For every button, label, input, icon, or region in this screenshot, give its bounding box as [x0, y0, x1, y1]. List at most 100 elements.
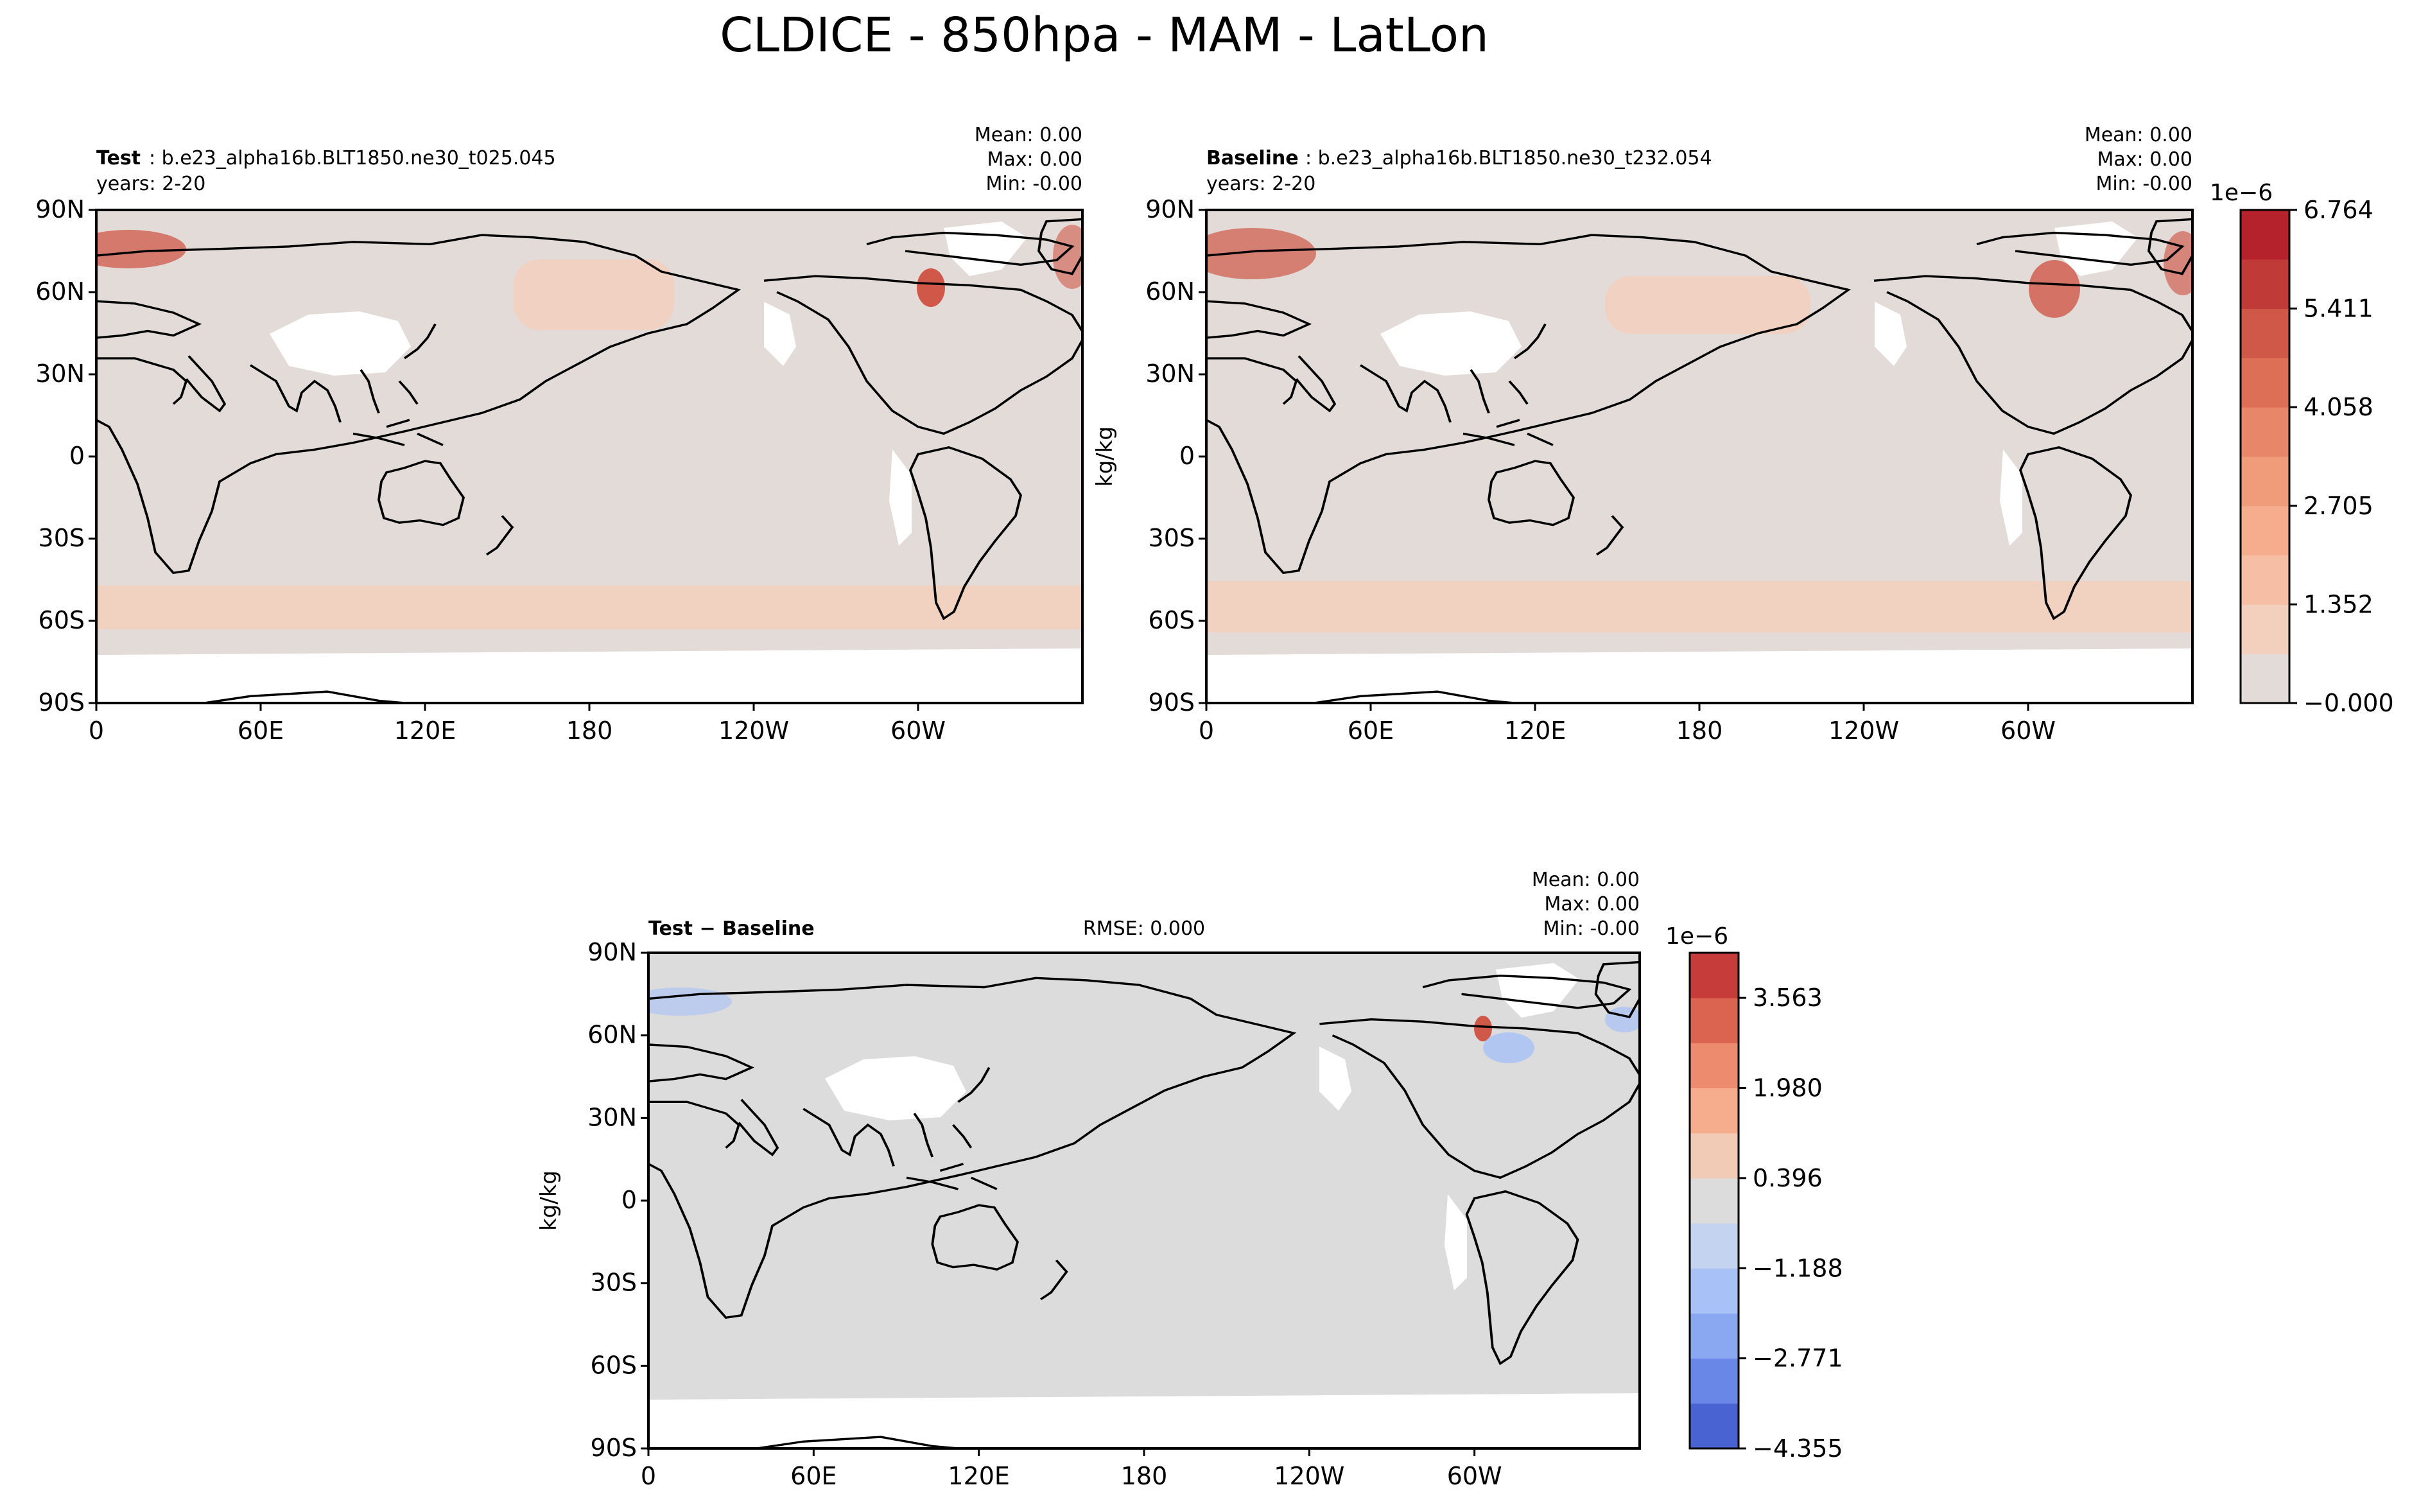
base-xtick-label: 60E — [1348, 717, 1394, 745]
colorbar-bottom-segment — [1690, 1358, 1739, 1404]
colorbar-bottom-tick-label: 0.396 — [1753, 1164, 1823, 1192]
colorbar-bottom-tick-label: −1.188 — [1753, 1254, 1843, 1282]
colorbar-top-segment — [2241, 654, 2289, 704]
base-ytick-label: 0 — [1179, 442, 1195, 470]
diff-ytick-label: 90N — [587, 938, 637, 966]
base-xtick-label: 120E — [1504, 717, 1566, 745]
test-mean: Mean: 0.00 — [975, 124, 1082, 146]
colorbar-bottom: 1e−6 3.563 1.980 0.396 −1.188 −2.771 −4.355 — [1665, 923, 1843, 1463]
diff-xtick-label: 180 — [1121, 1462, 1168, 1490]
colorbar-bottom-segment — [1690, 1223, 1739, 1269]
colorbar-top-segment — [2241, 456, 2289, 507]
diff-ytick-label: 30N — [587, 1103, 637, 1131]
diff-rmse: RMSE: 0.000 — [1083, 917, 1205, 940]
colorbar-top-segment — [2241, 358, 2289, 408]
diff-panel: Test − Baseline RMSE: 0.000 Mean: 0.00 M… — [536, 869, 1641, 1490]
colorbar-top-segment — [2241, 604, 2289, 654]
base-xtick-label: 120W — [1828, 717, 1899, 745]
test-xtick-label: 180 — [566, 717, 613, 745]
diff-max: Max: 0.00 — [1545, 893, 1640, 916]
base-ytick-label: 90S — [1149, 688, 1195, 717]
test-label-bold: Test — [96, 147, 141, 169]
diff-ylabel: kg/kg — [536, 1170, 562, 1231]
test-ytick-label: 0 — [69, 442, 85, 470]
colorbar-top: 1e−6 6.764 5.411 4.058 2.705 1.352 −0.000 — [2210, 180, 2394, 717]
colorbar-bottom-segment — [1690, 1088, 1739, 1134]
baseline-label-rest: : b.e23_alpha16b.BLT1850.ne30_t232.054 — [1305, 147, 1712, 169]
test-label-rest: : b.e23_alpha16b.BLT1850.ne30_t025.045 — [149, 147, 556, 169]
diff-ytick-label: 0 — [621, 1186, 637, 1214]
base-ytick-label: 90N — [1145, 195, 1195, 223]
colorbar-top-tick-label: −0.000 — [2304, 689, 2394, 717]
colorbar-bottom-tick-label: −4.355 — [1753, 1434, 1843, 1463]
colorbar-top-frame — [2239, 209, 2291, 704]
test-xtick-label: 120W — [718, 717, 789, 745]
colorbar-bottom-tick-label: 3.563 — [1753, 984, 1823, 1012]
diff-min: Min: -0.00 — [1543, 917, 1640, 940]
colorbar-top-segment — [2241, 555, 2289, 605]
colorbar-top-tick-label: 4.058 — [2304, 393, 2373, 421]
diff-map — [648, 953, 1640, 1448]
colorbar-top-segment — [2241, 407, 2289, 457]
colorbar-bottom-segment — [1690, 1403, 1739, 1449]
baseline-max: Max: 0.00 — [2097, 148, 2192, 171]
diff-ytick-label: 60N — [587, 1021, 637, 1049]
colorbar-top-tick-label: 6.764 — [2304, 196, 2373, 224]
diff-xtick-label: 60W — [1447, 1462, 1502, 1490]
diff-xtick-label: 60E — [790, 1462, 837, 1490]
base-xtick-label: 0 — [1199, 717, 1214, 745]
test-ytick-label: 90S — [39, 688, 85, 717]
diff-xtick-label: 120W — [1274, 1462, 1344, 1490]
colorbar-top-tick-label: 5.411 — [2304, 295, 2373, 323]
base-xtick-label: 60W — [2000, 717, 2056, 745]
test-xtick-label: 0 — [89, 717, 104, 745]
test-xtick-label: 60W — [890, 717, 946, 745]
colorbar-bottom-segment — [1690, 1043, 1739, 1089]
colorbar-bottom-segment — [1690, 953, 1739, 998]
base-ytick-label: 60S — [1149, 606, 1195, 634]
colorbar-bottom-segment — [1690, 998, 1739, 1043]
colorbar-top-segment — [2241, 308, 2289, 358]
colorbar-bottom-frame — [1688, 952, 1740, 1450]
colorbar-top-segment — [2241, 259, 2289, 309]
colorbar-top-tick-label: 1.352 — [2304, 590, 2373, 618]
colorbar-top-tick-label: 2.705 — [2304, 492, 2373, 520]
colorbar-bottom-tick-label: 1.980 — [1753, 1074, 1823, 1102]
baseline-label-bold: Baseline — [1206, 147, 1299, 169]
diff-ytick-label: 60S — [591, 1351, 637, 1379]
diff-ytick-label: 30S — [591, 1269, 637, 1297]
baseline-ylabel: kg/kg — [1092, 426, 1118, 487]
test-ytick-label: 30S — [39, 524, 85, 552]
colorbar-bottom-tick-label: −2.771 — [1753, 1344, 1843, 1373]
diff-ytick-label: 90S — [591, 1434, 637, 1462]
test-ytick-label: 60S — [39, 606, 85, 634]
test-xtick-label: 60E — [238, 717, 284, 745]
colorbar-top-segment — [2241, 505, 2289, 556]
base-ytick-label: 60N — [1145, 277, 1195, 306]
colorbar-bottom-exponent: 1e−6 — [1665, 923, 1728, 950]
colorbar-bottom-segment — [1690, 1313, 1739, 1359]
diff-xtick-label: 120E — [948, 1462, 1010, 1490]
diff-mean: Mean: 0.00 — [1532, 869, 1640, 891]
test-years: years: 2-20 — [96, 173, 205, 195]
baseline-years: years: 2-20 — [1206, 173, 1315, 195]
base-ytick-label: 30S — [1149, 524, 1195, 552]
colorbar-bottom-segment — [1690, 1177, 1739, 1224]
test-ytick-label: 90N — [35, 195, 85, 223]
baseline-mean: Mean: 0.00 — [2085, 124, 2192, 146]
baseline-min: Min: -0.00 — [2096, 173, 2193, 195]
test-ytick-label: 30N — [35, 360, 85, 388]
colorbar-top-segment — [2241, 210, 2289, 260]
figure-title: CLDICE - 850hpa - MAM - LatLon — [720, 8, 1489, 63]
colorbar-top-exponent: 1e−6 — [2210, 180, 2273, 206]
diff-xtick-label: 0 — [641, 1462, 656, 1490]
baseline-map — [1206, 210, 2192, 703]
test-max: Max: 0.00 — [987, 148, 1082, 171]
test-panel: Test : b.e23_alpha16b.BLT1850.ne30_t025.… — [35, 124, 1084, 745]
diff-label: Test − Baseline — [648, 917, 815, 940]
test-map — [96, 210, 1082, 703]
colorbar-bottom-segment — [1690, 1268, 1739, 1314]
base-ytick-label: 30N — [1145, 360, 1195, 388]
test-ytick-label: 60N — [35, 277, 85, 306]
